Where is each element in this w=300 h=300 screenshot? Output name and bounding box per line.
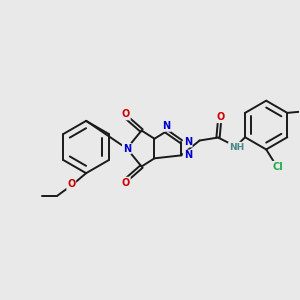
Text: N: N <box>123 143 131 154</box>
Text: Cl: Cl <box>272 162 283 172</box>
Text: O: O <box>67 179 75 190</box>
Text: O: O <box>217 112 225 122</box>
Text: NH: NH <box>229 142 244 152</box>
Text: N: N <box>184 136 192 147</box>
Text: O: O <box>122 110 130 119</box>
Text: O: O <box>122 178 130 188</box>
Text: N: N <box>184 150 192 161</box>
Text: N: N <box>162 121 170 131</box>
